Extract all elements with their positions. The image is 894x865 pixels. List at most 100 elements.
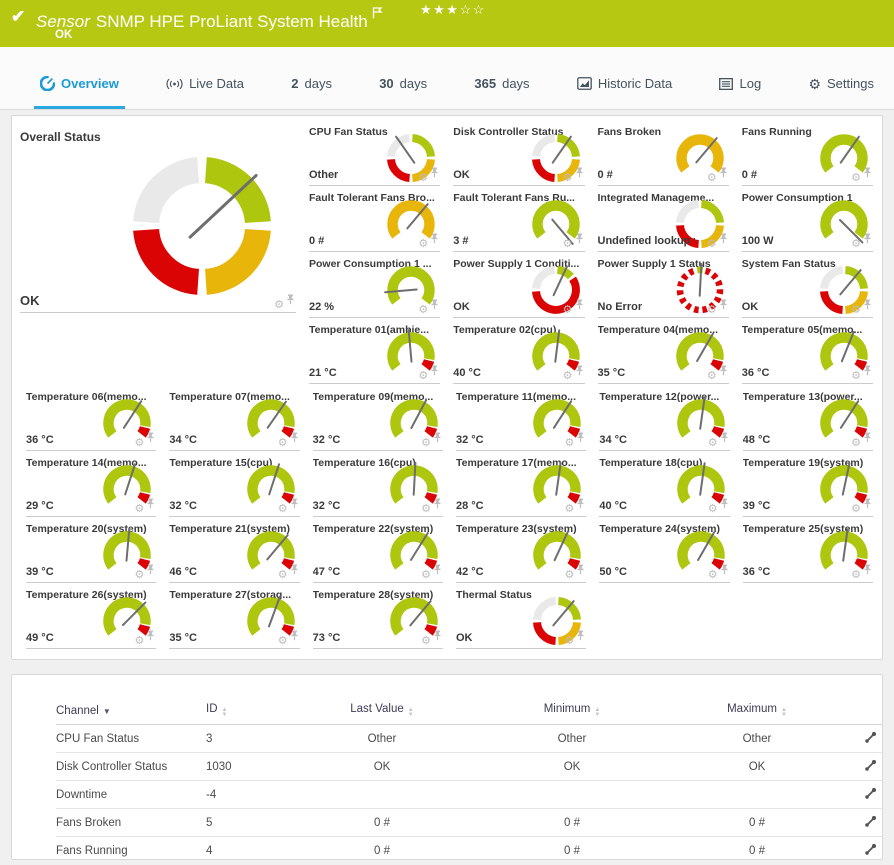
table-row[interactable]: Disk Controller Status 1030 OK OK OK (56, 752, 882, 781)
gear-icon[interactable]: ⚙ (707, 569, 718, 581)
pin-icon[interactable] (863, 297, 872, 315)
star-rating[interactable]: ★★★☆☆ (420, 2, 486, 17)
wrench-icon[interactable] (864, 731, 877, 747)
gear-icon[interactable]: ⚙ (562, 238, 573, 250)
gear-icon[interactable]: ⚙ (851, 437, 861, 449)
pin-icon[interactable] (720, 562, 729, 580)
wrench-icon[interactable] (864, 759, 877, 775)
pin-icon[interactable] (863, 363, 872, 381)
pin-icon[interactable] (290, 562, 299, 580)
gear-icon[interactable]: ⚙ (418, 172, 429, 184)
gear-icon[interactable]: ⚙ (134, 503, 145, 515)
flag-icon[interactable] (372, 4, 383, 24)
wrench-icon[interactable] (864, 787, 877, 803)
pin-icon[interactable] (575, 363, 584, 381)
gauge-cell[interactable]: Power Supply 1 Conditi... OK ⚙ (453, 256, 585, 318)
gear-icon[interactable]: ⚙ (706, 370, 717, 382)
wrench-icon[interactable] (864, 843, 877, 859)
gauge-cell[interactable]: Temperature 23(system) 42 °C ⚙ (455, 521, 587, 583)
gear-icon[interactable]: ⚙ (851, 370, 861, 382)
gear-icon[interactable]: ⚙ (421, 635, 431, 647)
column-header-id[interactable]: ID ▲ ▼ (206, 697, 296, 725)
column-header-channel[interactable]: Channel ▼ (56, 697, 206, 725)
gear-icon[interactable]: ⚙ (274, 299, 284, 311)
pin-icon[interactable] (290, 628, 299, 646)
gauge-cell[interactable]: Temperature 21(system) 46 °C ⚙ (169, 521, 300, 583)
pin-icon[interactable] (719, 297, 728, 315)
pin-icon[interactable] (576, 430, 585, 448)
pin-icon[interactable] (720, 496, 729, 514)
gear-icon[interactable]: ⚙ (418, 370, 429, 382)
table-row[interactable]: CPU Fan Status 3 Other Other Other (56, 724, 882, 753)
gauge-cell[interactable]: Temperature 04(memo... 35 °C ⚙ (597, 322, 729, 384)
gauge-cell[interactable]: Temperature 28(system) 73 °C ⚙ (312, 587, 443, 649)
pin-icon[interactable] (863, 430, 872, 448)
pin-icon[interactable] (286, 292, 295, 310)
gauge-cell[interactable]: Temperature 25(system) 36 °C ⚙ (742, 521, 873, 583)
pin-icon[interactable] (863, 496, 872, 514)
gear-icon[interactable]: ⚙ (421, 503, 431, 515)
tab-log[interactable]: Log (713, 76, 767, 109)
gauge-cell[interactable]: Temperature 11(memo... 32 °C ⚙ (455, 389, 587, 451)
gear-icon[interactable]: ⚙ (134, 569, 145, 581)
gear-icon[interactable]: ⚙ (277, 569, 288, 581)
gauge-cell[interactable]: Temperature 15(cpu) 32 °C ⚙ (169, 455, 300, 517)
gear-icon[interactable]: ⚙ (418, 304, 429, 316)
pin-icon[interactable] (719, 165, 728, 183)
gauge-cell[interactable]: Temperature 22(system) 47 °C ⚙ (312, 521, 443, 583)
gauge-cell[interactable]: Temperature 20(system) 39 °C ⚙ (26, 521, 157, 583)
pin-icon[interactable] (863, 231, 872, 249)
pin-icon[interactable] (146, 628, 155, 646)
tab-days[interactable]: 30 days (373, 76, 433, 109)
gauge-cell[interactable]: Fans Running 0 # ⚙ (741, 124, 873, 186)
gauge-cell[interactable]: Temperature 02(cpu) 40 °C ⚙ (453, 322, 585, 384)
gauge-cell[interactable]: Temperature 05(memo... 36 °C ⚙ (741, 322, 873, 384)
gauge-cell[interactable]: Fault Tolerant Fans Bro... 0 # ⚙ (309, 190, 441, 252)
table-row[interactable]: Fans Broken 5 0 #0 #0 # (56, 808, 882, 837)
gauge-cell[interactable]: Temperature 17(memo... 28 °C ⚙ (455, 455, 587, 517)
pin-icon[interactable] (433, 628, 442, 646)
pin-icon[interactable] (719, 231, 728, 249)
tab-historic-data[interactable]: Historic Data (571, 76, 678, 109)
gauge-cell[interactable]: Temperature 14(memo... 29 °C ⚙ (26, 455, 157, 517)
pin-icon[interactable] (430, 165, 439, 183)
gear-icon[interactable]: ⚙ (134, 437, 145, 449)
gear-icon[interactable]: ⚙ (707, 437, 718, 449)
gear-icon[interactable]: ⚙ (706, 172, 717, 184)
gauge-cell[interactable]: Integrated Manageme... Undefined lookup v… (597, 190, 729, 252)
pin-icon[interactable] (146, 430, 155, 448)
pin-icon[interactable] (430, 231, 439, 249)
gear-icon[interactable]: ⚙ (564, 503, 575, 515)
tab-days[interactable]: 2 days (285, 76, 338, 109)
gear-icon[interactable]: ⚙ (418, 238, 429, 250)
pin-icon[interactable] (576, 496, 585, 514)
pin-icon[interactable] (146, 562, 155, 580)
gauge-cell[interactable]: Temperature 01(ambie... 21 °C ⚙ (309, 322, 441, 384)
tab-live-data[interactable]: Live Data (160, 76, 250, 109)
gauge-cell[interactable]: Temperature 27(storag... 35 °C ⚙ (169, 587, 300, 649)
tab-settings[interactable]: ⚙ Settings (802, 76, 880, 109)
gear-icon[interactable]: ⚙ (851, 238, 861, 250)
gauge-cell[interactable]: Temperature 09(memo... 32 °C ⚙ (312, 389, 443, 451)
pin-icon[interactable] (290, 496, 299, 514)
gauge-cell[interactable]: Temperature 13(power... 48 °C ⚙ (742, 389, 873, 451)
gear-icon[interactable]: ⚙ (851, 172, 861, 184)
pin-icon[interactable] (146, 496, 155, 514)
gear-icon[interactable]: ⚙ (706, 304, 717, 316)
tab-days[interactable]: 365 days (468, 76, 535, 109)
gear-icon[interactable]: ⚙ (421, 437, 431, 449)
gauge-cell[interactable]: Temperature 16(cpu) 32 °C ⚙ (312, 455, 443, 517)
pin-icon[interactable] (575, 297, 584, 315)
gauge-cell[interactable]: Fault Tolerant Fans Ru... 3 # ⚙ (453, 190, 585, 252)
pin-icon[interactable] (719, 363, 728, 381)
gauge-cell[interactable]: Power Consumption 1 100 W ⚙ (741, 190, 873, 252)
gauge-cell[interactable]: Temperature 19(system) 39 °C ⚙ (742, 455, 873, 517)
gauge-cell[interactable]: Temperature 12(power... 34 °C ⚙ (599, 389, 730, 451)
table-row[interactable]: Downtime -4 (56, 780, 882, 809)
pin-icon[interactable] (863, 165, 872, 183)
pin-icon[interactable] (433, 562, 442, 580)
gear-icon[interactable]: ⚙ (562, 172, 573, 184)
column-header-maximum[interactable]: Maximum ▲ ▼ (676, 697, 838, 725)
pin-icon[interactable] (290, 430, 299, 448)
pin-icon[interactable] (575, 165, 584, 183)
